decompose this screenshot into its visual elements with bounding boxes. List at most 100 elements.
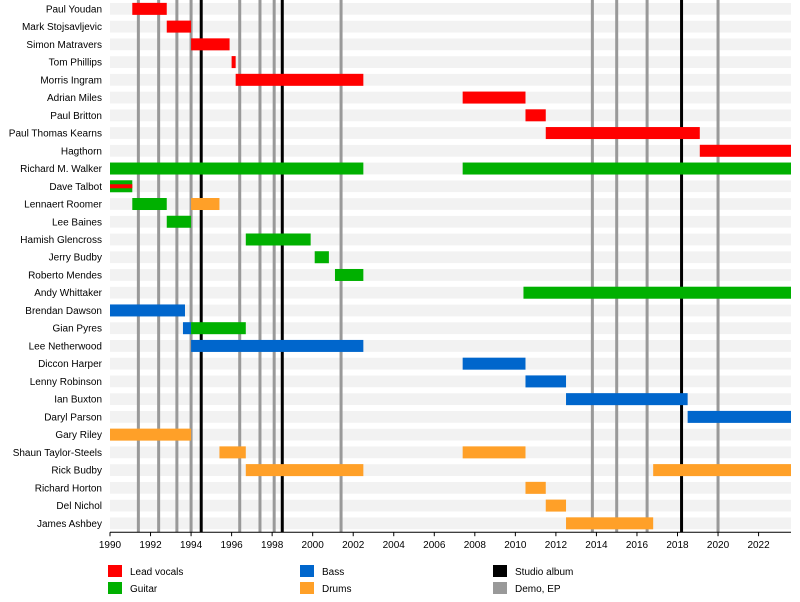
member-bar-vocals: [231, 56, 236, 69]
row-band: [110, 428, 791, 441]
row-band: [110, 20, 791, 33]
row-band: [110, 340, 791, 352]
member-bar-bass: [182, 322, 192, 335]
legend-swatch-guitar: [108, 582, 122, 594]
member-bar-guitar: [334, 268, 364, 281]
legend-swatch-bass: [300, 565, 314, 577]
member-bar-guitar: [110, 162, 364, 175]
member-name-label: Hagthorn: [61, 146, 102, 157]
member-bar-vocals: [166, 20, 192, 33]
legend-label-studio: Studio album: [515, 567, 573, 578]
x-tick-label: 2020: [707, 540, 730, 551]
member-name-label: Rick Budby: [51, 466, 102, 477]
x-tick-label: 1990: [99, 540, 122, 551]
x-tick-label: 1994: [180, 540, 203, 551]
member-bar-drums: [545, 499, 567, 512]
member-name-label: Paul Thomas Kearns: [9, 129, 102, 140]
member-bar-vocals: [191, 38, 230, 51]
row-band: [110, 481, 791, 494]
x-tick-label: 2004: [383, 540, 406, 551]
row-band: [110, 286, 791, 299]
member-name-label: Shaun Taylor-Steels: [13, 448, 102, 459]
member-name-label: Dave Talbot: [49, 182, 102, 193]
x-tick-label: 2002: [342, 540, 365, 551]
legend: Lead vocals Guitar Bass Drums Studio album De…: [108, 565, 573, 595]
member-bar-drums: [462, 446, 526, 459]
row-band: [110, 375, 791, 388]
row-band: [110, 56, 791, 68]
member-bar-guitar: [523, 286, 791, 299]
row-band: [110, 233, 791, 246]
row-band: [110, 162, 791, 175]
x-tick-label: 2006: [423, 540, 446, 551]
row-band: [110, 393, 791, 406]
row-band: [110, 251, 791, 264]
member-bar-drums: [245, 464, 364, 477]
row-band: [110, 499, 791, 512]
member-name-label: Andy Whittaker: [34, 288, 102, 299]
row-background-layer: [110, 3, 791, 530]
member-bar-vocals: [110, 184, 133, 189]
member-bar-vocals: [462, 91, 526, 104]
member-name-label: Paul Britton: [50, 111, 102, 122]
member-bars-layer: [110, 2, 791, 530]
x-tick-label: 2022: [747, 540, 770, 551]
release-lines-layer: [136, 0, 720, 533]
legend-label-drums: Drums: [322, 584, 351, 595]
member-name-label: Ian Buxton: [54, 395, 102, 406]
member-name-label: Adrian Miles: [47, 93, 102, 104]
member-bar-vocals: [132, 2, 167, 15]
row-band: [110, 269, 791, 281]
member-name-label: Jerry Budby: [49, 253, 102, 264]
row-band: [110, 144, 791, 157]
row-band: [110, 304, 791, 317]
row-band: [110, 127, 791, 139]
member-name-label: Richard M. Walker: [20, 164, 103, 175]
x-tick-label: 2000: [302, 540, 325, 551]
member-bar-bass: [687, 410, 791, 423]
member-bar-bass: [525, 375, 567, 388]
row-band: [110, 464, 791, 476]
member-bar-vocals: [235, 73, 364, 86]
x-tick-label: 2008: [464, 540, 487, 551]
member-bar-vocals: [699, 144, 791, 157]
row-band: [110, 180, 791, 193]
member-name-label: Gary Riley: [55, 430, 102, 441]
row-band: [110, 38, 791, 51]
row-band: [110, 411, 791, 423]
member-bar-drums: [653, 464, 791, 477]
legend-swatch-studio: [493, 565, 507, 577]
member-name-label: Mark Stojsavljevic: [22, 22, 102, 33]
x-tick-label: 1996: [220, 540, 243, 551]
member-bar-guitar: [166, 215, 192, 228]
legend-label-guitar: Guitar: [130, 584, 158, 595]
member-name-label: Gian Pyres: [53, 324, 102, 335]
row-band: [110, 198, 791, 210]
member-name-label: Lee Netherwood: [29, 341, 102, 352]
member-name-label: Paul Youdan: [46, 4, 102, 15]
member-bar-guitar: [314, 251, 329, 264]
member-labels-layer: Paul Youdan Mark Stojsavljevic Simon Matra…: [9, 4, 103, 529]
member-name-label: Lee Baines: [52, 217, 102, 228]
legend-label-bass: Bass: [322, 567, 344, 578]
member-bar-bass: [462, 357, 526, 370]
member-bar-drums: [219, 446, 246, 459]
member-name-label: Lenny Robinson: [30, 377, 102, 388]
row-band: [110, 3, 791, 15]
member-bar-guitar: [462, 162, 791, 175]
x-tick-label: 2012: [545, 540, 568, 551]
member-name-label: Brendan Dawson: [25, 306, 102, 317]
member-bar-drums: [110, 428, 192, 441]
member-bar-guitar: [191, 322, 246, 335]
member-name-label: Lennaert Roomer: [24, 200, 102, 211]
member-bar-drums: [191, 198, 220, 211]
legend-swatch-demo: [493, 582, 507, 594]
member-bar-vocals: [545, 127, 700, 140]
legend-label-vocals: Lead vocals: [130, 567, 183, 578]
row-band: [110, 357, 791, 370]
member-bar-guitar: [245, 233, 311, 246]
row-band: [110, 73, 791, 86]
x-tick-label: 2018: [666, 540, 689, 551]
x-tick-label: 2010: [504, 540, 527, 551]
